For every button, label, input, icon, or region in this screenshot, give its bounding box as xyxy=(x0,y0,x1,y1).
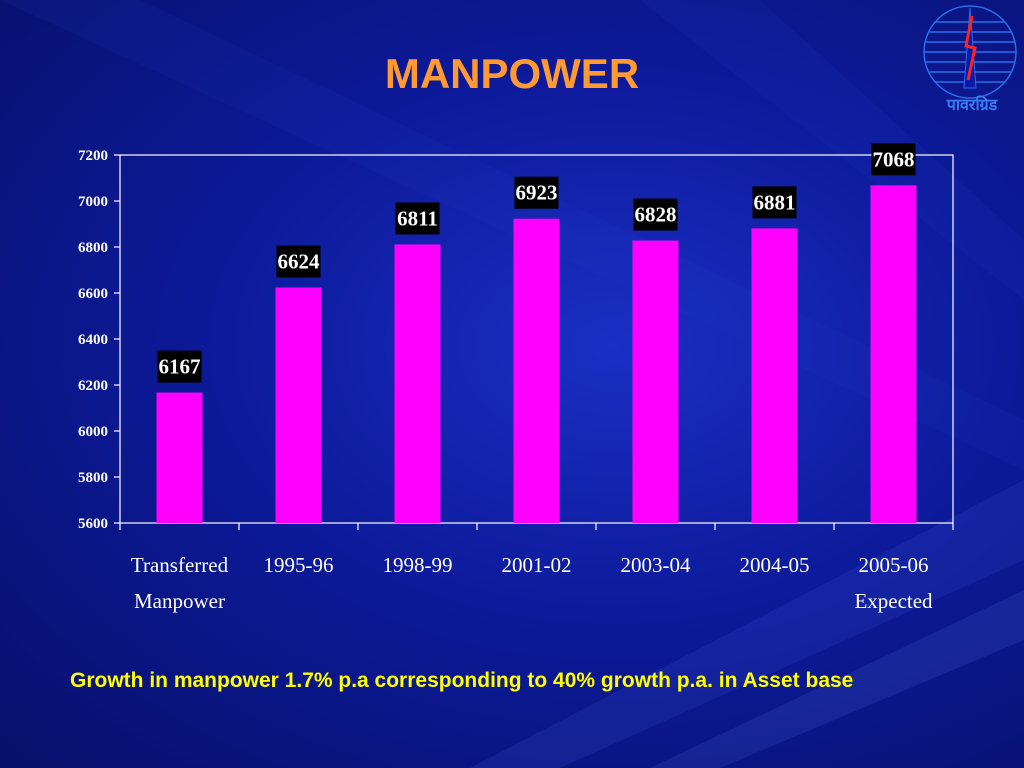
data-label-box xyxy=(157,350,202,383)
data-label: 7068 xyxy=(871,143,916,176)
category-label: 2004-05 xyxy=(740,553,810,577)
data-label: 6828 xyxy=(633,198,678,231)
data-label-text: 6811 xyxy=(397,206,438,230)
data-label-text: 6624 xyxy=(278,249,321,273)
x-axis: Transferred Manpower 1995-96 1998-99 2001-02… xyxy=(119,523,954,613)
y-tick-label: 6600 xyxy=(78,286,108,302)
y-tick-label: 7200 xyxy=(78,148,108,164)
category-label: 1995-96 xyxy=(264,553,334,577)
category-label: 2005-06 xyxy=(859,553,929,577)
data-label: 6923 xyxy=(514,176,559,209)
category-label: Manpower xyxy=(134,589,225,613)
data-labels: 6167 6624 6811 6923 6828 6881 7068 xyxy=(157,143,916,383)
data-label-text: 6923 xyxy=(516,181,558,205)
manpower-bar-chart: 5600 5800 6000 6200 6400 6600 6800 7000 7200 Tra… xyxy=(78,143,954,613)
y-axis: 5600 5800 6000 6200 6400 6600 6800 7000 7200 xyxy=(78,148,120,532)
y-tick-label: 5600 xyxy=(78,516,108,532)
data-label: 6167 xyxy=(157,350,202,383)
bar xyxy=(275,287,322,523)
bar xyxy=(156,392,203,523)
bar xyxy=(632,240,679,523)
y-tick-label: 6200 xyxy=(78,378,108,394)
data-label: 6624 xyxy=(276,245,321,278)
data-label-box xyxy=(633,198,678,231)
powergrid-logo: पावरग्रिड xyxy=(923,5,1017,114)
data-label-text: 7068 xyxy=(873,147,915,171)
data-label-text: 6828 xyxy=(635,203,677,227)
data-label-text: 6881 xyxy=(754,190,796,214)
footnote: Growth in manpower 1.7% p.a correspondin… xyxy=(70,669,854,692)
bar xyxy=(870,185,917,524)
category-label: 2003-04 xyxy=(621,553,691,577)
data-label-box xyxy=(871,143,916,176)
y-tick-label: 7000 xyxy=(78,194,108,210)
category-label: 2001-02 xyxy=(502,553,572,577)
data-label-box xyxy=(752,186,797,219)
logo-text: पावरग्रिड xyxy=(946,95,999,114)
bar xyxy=(513,218,560,523)
data-label: 6881 xyxy=(752,186,797,219)
bar xyxy=(751,228,798,523)
data-label-box xyxy=(514,176,559,209)
data-label-box xyxy=(395,202,440,235)
bars xyxy=(156,185,917,524)
data-label: 6811 xyxy=(395,202,440,235)
y-tick-label: 6800 xyxy=(78,240,108,256)
category-label: 1998-99 xyxy=(383,553,453,577)
category-label: Transferred xyxy=(131,553,229,577)
data-label-text: 6167 xyxy=(159,355,201,379)
y-tick-label: 6000 xyxy=(78,424,108,440)
category-label: Expected xyxy=(854,589,933,613)
data-label-box xyxy=(276,245,321,278)
bar xyxy=(394,244,441,523)
slide-title: MANPOWER xyxy=(384,50,640,97)
y-tick-label: 6400 xyxy=(78,332,108,348)
y-tick-label: 5800 xyxy=(78,470,108,486)
